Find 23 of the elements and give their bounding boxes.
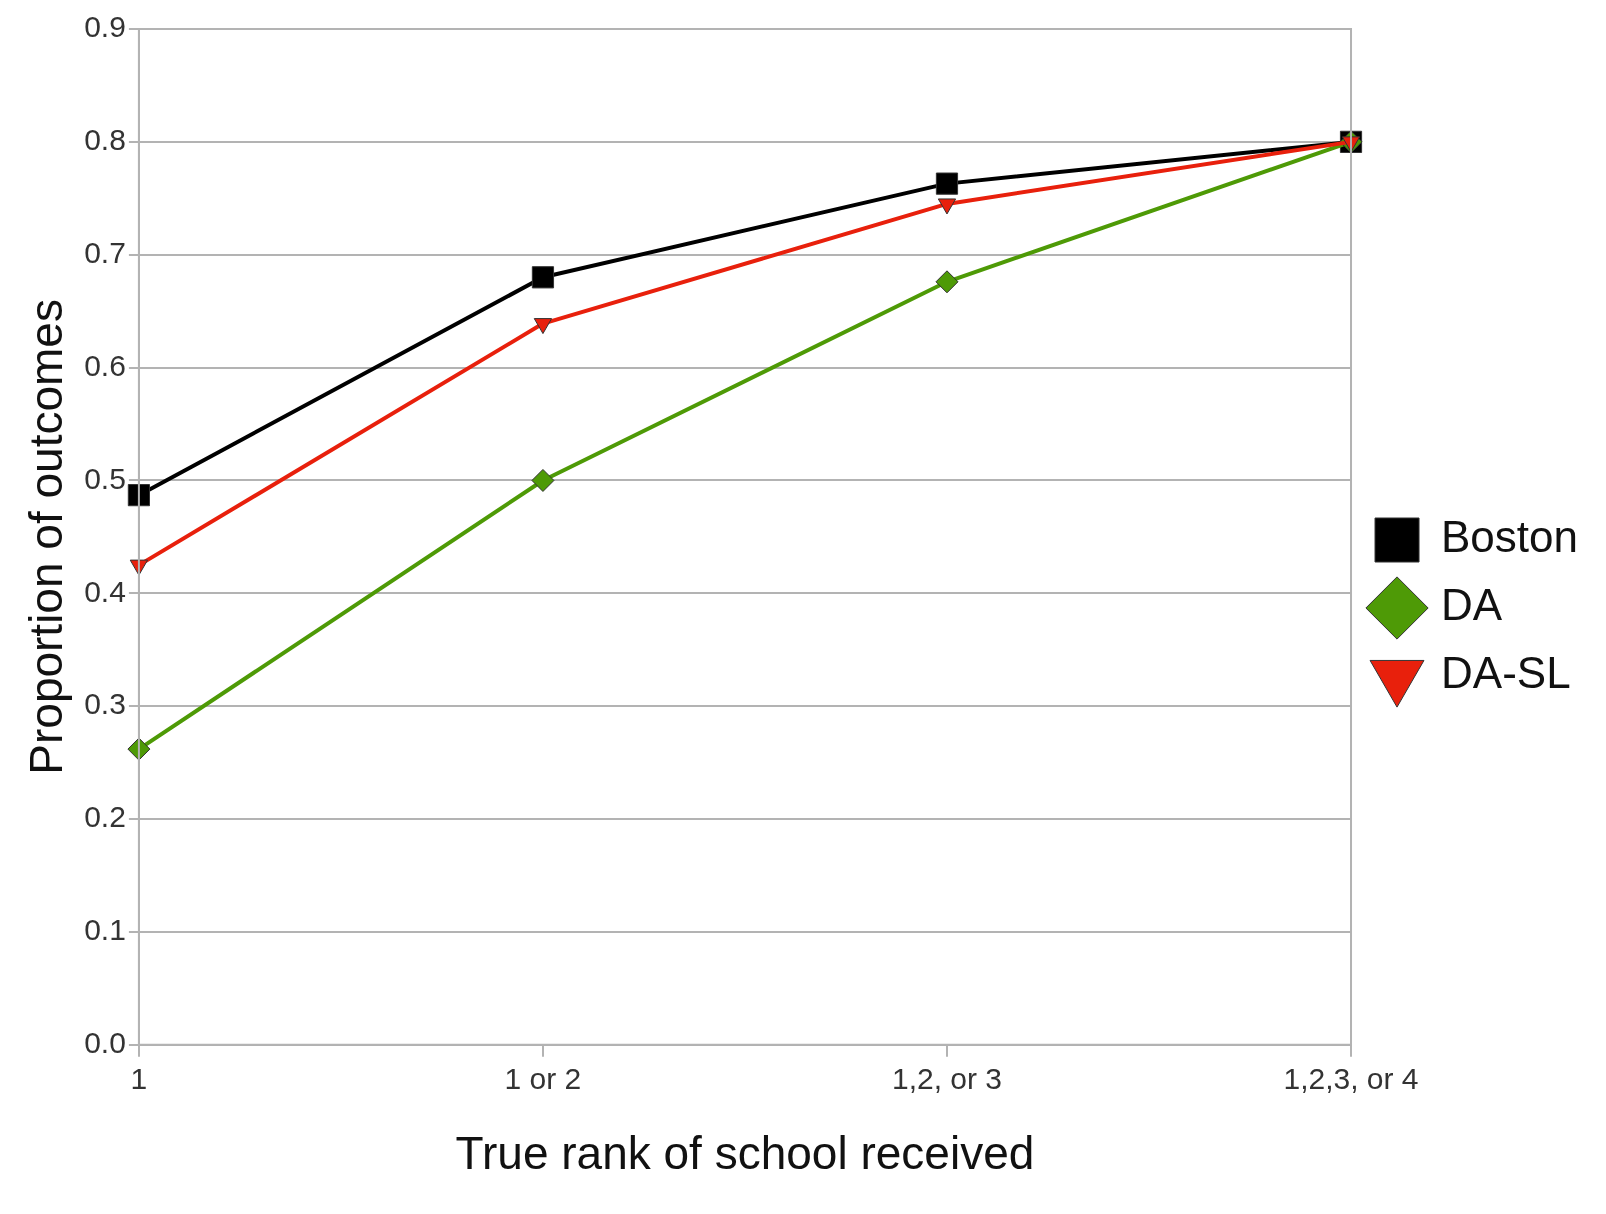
point <box>531 266 555 289</box>
point <box>531 468 555 492</box>
x-tick-label: 1,2, or 3 <box>891 1062 1003 1096</box>
y-tick-label: 0.1 <box>84 913 126 947</box>
y-tick-label: 0.8 <box>84 123 126 157</box>
point <box>935 172 959 195</box>
y-tick-label: 0.7 <box>84 236 126 269</box>
y-tick-label: 0.6 <box>84 348 126 382</box>
y-tick-label: 0.9 <box>84 10 126 44</box>
y-tick-label: 0.2 <box>84 800 126 834</box>
point <box>935 270 959 294</box>
y-tick-label: 0.3 <box>84 687 126 721</box>
x-tick-label: 1 or 2 <box>504 1062 582 1096</box>
x-tick-label: 1,2,3, or 4 <box>1283 1062 1419 1096</box>
y-tick-label: 0.5 <box>84 461 126 495</box>
legend-label: DA-SL <box>1441 648 1571 698</box>
y-tick-label: 0.4 <box>84 574 126 608</box>
legend-label: Boston <box>1441 512 1578 562</box>
x-tick-label: 1 <box>130 1062 148 1096</box>
legend-label: DA <box>1441 580 1503 630</box>
y-tick-label: 0.0 <box>84 1026 126 1060</box>
x-axis-title: True rank of school received <box>455 1127 1035 1180</box>
y-axis-title: Proportion of outcomes <box>20 299 73 775</box>
